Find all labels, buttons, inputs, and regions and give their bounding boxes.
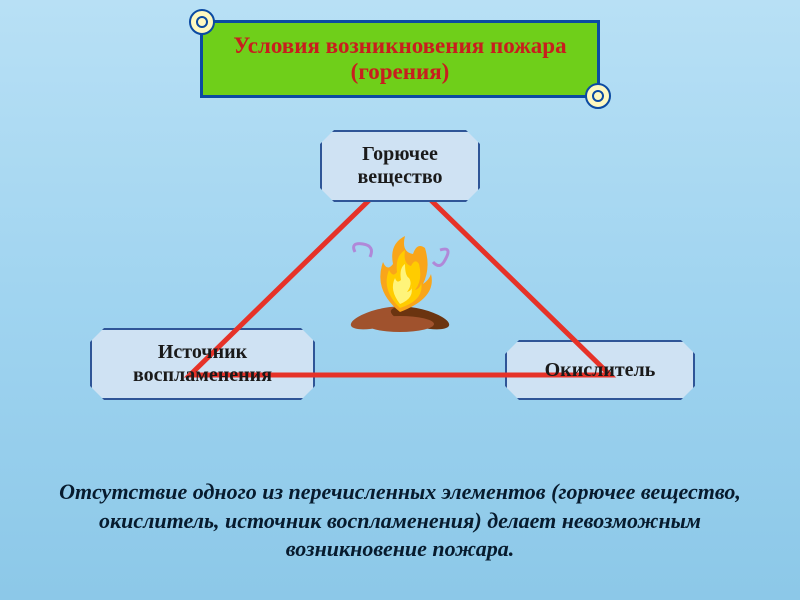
- node-fuel-label: Горючее вещество: [330, 143, 470, 189]
- node-ignition-label: Источник воспламенения: [100, 341, 305, 387]
- node-ignition: Источник воспламенения: [90, 328, 315, 400]
- node-oxidizer-label: Окислитель: [545, 359, 656, 382]
- title-banner: Условия возникновения пожара (горения): [200, 20, 600, 98]
- scroll-cap-icon: [585, 83, 611, 109]
- node-fuel: Горючее вещество: [320, 130, 480, 202]
- footer-caption: Отсутствие одного из перечисленных элеме…: [50, 478, 750, 564]
- campfire-icon: [345, 232, 455, 332]
- fire-triangle: Горючее вещество Источник воспламенения …: [150, 130, 650, 400]
- node-oxidizer: Окислитель: [505, 340, 695, 400]
- scroll-cap-icon: [189, 9, 215, 35]
- title-text: Условия возникновения пожара (горения): [215, 33, 585, 86]
